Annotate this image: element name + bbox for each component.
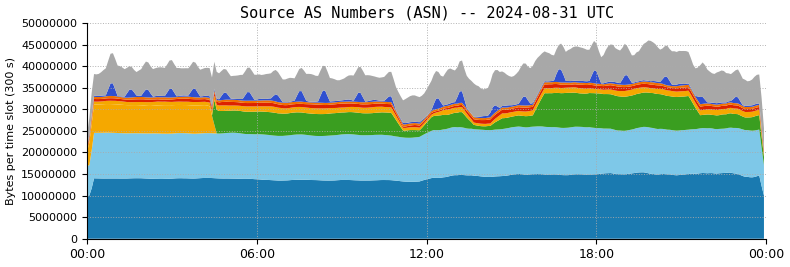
Y-axis label: Bytes per time slot (300 s): Bytes per time slot (300 s) — [6, 57, 16, 205]
Title: Source AS Numbers (ASN) -- 2024-08-31 UTC: Source AS Numbers (ASN) -- 2024-08-31 UT… — [239, 6, 614, 21]
